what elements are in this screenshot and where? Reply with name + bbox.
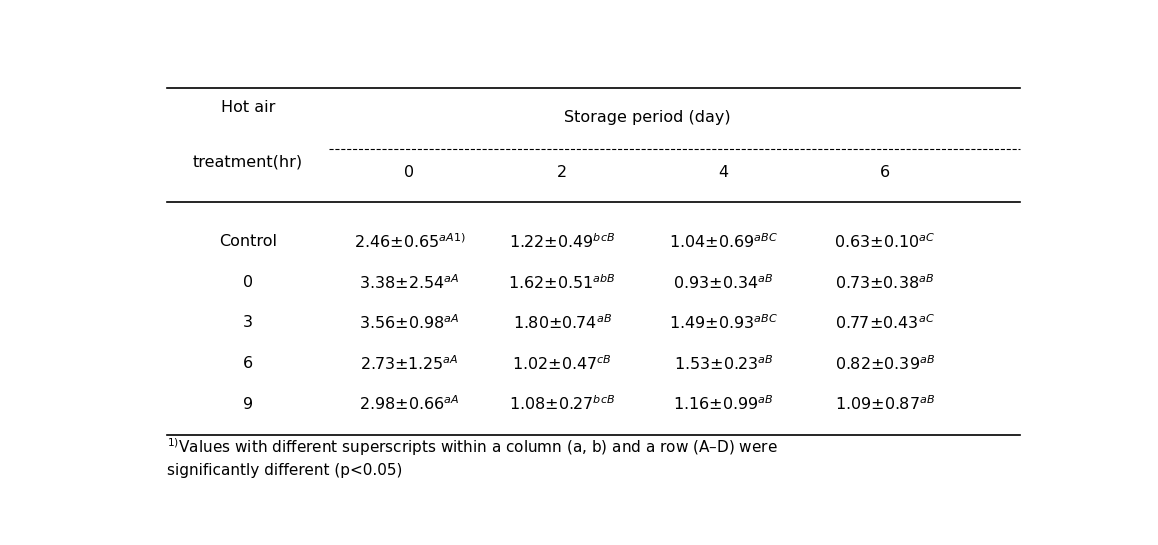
Text: 0: 0	[404, 165, 415, 180]
Text: 2.46±0.65$^{aA1)}$: 2.46±0.65$^{aA1)}$	[353, 232, 466, 251]
Text: 3.56±0.98$^{aA}$: 3.56±0.98$^{aA}$	[359, 313, 460, 332]
Text: 9: 9	[243, 397, 252, 411]
Text: 0: 0	[243, 275, 252, 290]
Text: 2.73±1.25$^{aA}$: 2.73±1.25$^{aA}$	[360, 354, 459, 373]
Text: 1.08±0.27$^{bcB}$: 1.08±0.27$^{bcB}$	[510, 395, 615, 414]
Text: 0.73±0.38$^{aB}$: 0.73±0.38$^{aB}$	[835, 273, 935, 292]
Text: 2.98±0.66$^{aA}$: 2.98±0.66$^{aA}$	[359, 395, 460, 414]
Text: significantly different (p<0.05): significantly different (p<0.05)	[167, 463, 403, 478]
Text: 1.22±0.49$^{bcB}$: 1.22±0.49$^{bcB}$	[510, 232, 615, 251]
Text: 6: 6	[243, 356, 252, 371]
Text: 2: 2	[557, 165, 567, 180]
Text: 1.80±0.74$^{aB}$: 1.80±0.74$^{aB}$	[513, 313, 611, 332]
Text: 0.77±0.43$^{aC}$: 0.77±0.43$^{aC}$	[835, 313, 936, 332]
Text: 4: 4	[719, 165, 728, 180]
Text: 1.04±0.69$^{aBC}$: 1.04±0.69$^{aBC}$	[669, 232, 778, 251]
Text: 1.02±0.47$^{cB}$: 1.02±0.47$^{cB}$	[512, 354, 613, 373]
Text: 6: 6	[880, 165, 891, 180]
Text: 1.16±0.99$^{aB}$: 1.16±0.99$^{aB}$	[673, 395, 774, 414]
Text: $^{1)}$Values with different superscripts within a column (a, b) and a row (A–D): $^{1)}$Values with different superscript…	[167, 437, 778, 458]
Text: 0.93±0.34$^{aB}$: 0.93±0.34$^{aB}$	[673, 273, 774, 292]
Text: 3: 3	[243, 315, 252, 330]
Text: 0.82±0.39$^{aB}$: 0.82±0.39$^{aB}$	[835, 354, 936, 373]
Text: Hot air: Hot air	[221, 100, 276, 115]
Text: 3.38±2.54$^{aA}$: 3.38±2.54$^{aA}$	[359, 273, 460, 292]
Text: treatment(hr): treatment(hr)	[193, 154, 303, 169]
Text: Storage period (day): Storage period (day)	[564, 110, 731, 125]
Text: 1.53±0.23$^{aB}$: 1.53±0.23$^{aB}$	[674, 354, 774, 373]
Text: Control: Control	[219, 234, 277, 249]
Text: 1.62±0.51$^{abB}$: 1.62±0.51$^{abB}$	[508, 273, 616, 292]
Text: 1.09±0.87$^{aB}$: 1.09±0.87$^{aB}$	[835, 395, 936, 414]
Text: 0.63±0.10$^{aC}$: 0.63±0.10$^{aC}$	[835, 232, 936, 251]
Text: 1.49±0.93$^{aBC}$: 1.49±0.93$^{aBC}$	[669, 313, 778, 332]
